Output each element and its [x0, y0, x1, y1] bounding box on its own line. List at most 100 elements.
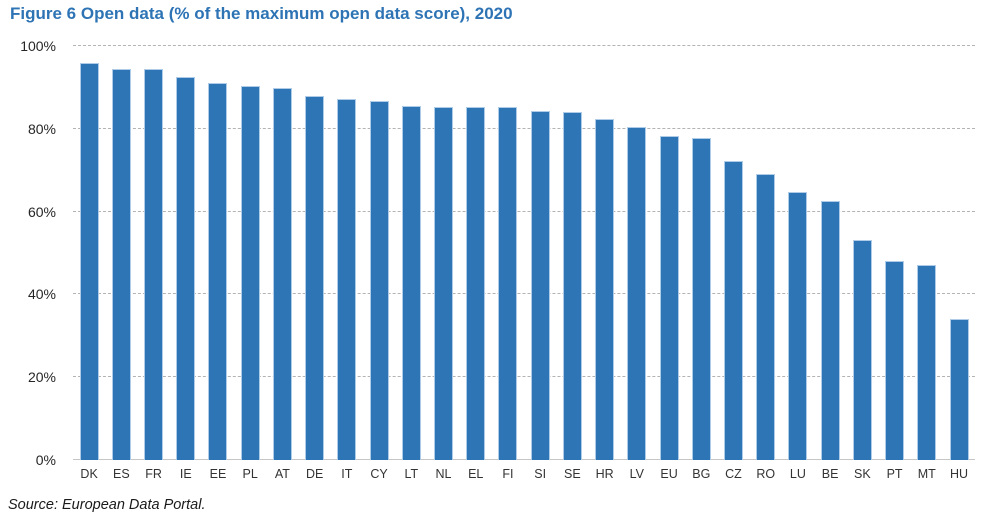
bar [208, 82, 228, 460]
bar-slot: IT [331, 46, 363, 481]
bar [176, 76, 196, 460]
x-axis-category-label: HU [949, 467, 969, 481]
y-axis-tick-label: 0% [35, 452, 56, 468]
bar-slot: DE [299, 46, 331, 481]
x-axis-category-label: FR [145, 467, 162, 481]
bar [498, 107, 518, 460]
x-axis-category-label: EU [660, 467, 678, 481]
bar [659, 136, 679, 460]
bar [949, 319, 969, 460]
bar-slot: LT [395, 46, 427, 481]
bar-slot: EL [460, 46, 492, 481]
y-axis-tick-label: 100% [20, 38, 56, 54]
x-axis-category-label: LT [404, 467, 419, 481]
source-note: Source: European Data Portal. [8, 497, 206, 513]
x-axis-category-label: LV [629, 467, 645, 481]
bar-slot: DK [73, 46, 105, 481]
bar-slot: HU [943, 46, 975, 481]
bar-slot: CZ [717, 46, 749, 481]
x-axis-category-label: BE [821, 467, 839, 481]
x-axis-category-label: PT [886, 467, 903, 481]
bar [562, 111, 582, 460]
x-axis-category-label: DE [305, 467, 324, 481]
gridline [73, 45, 975, 46]
x-axis-category-label: ES [112, 467, 130, 481]
bar-slot: SE [556, 46, 588, 481]
x-axis-line [73, 459, 975, 460]
bar-slot: FI [492, 46, 524, 481]
gridline [73, 293, 975, 295]
x-axis-category-label: MT [917, 467, 936, 481]
bar-slot: PL [234, 46, 266, 481]
x-axis-category-label: CY [370, 467, 388, 481]
bar-slot: EE [202, 46, 234, 481]
x-axis-category-label: SK [854, 467, 871, 481]
bar-slot: LV [621, 46, 653, 481]
gridline [73, 376, 975, 378]
bar [369, 101, 389, 460]
x-axis-category-label: SE [564, 467, 581, 481]
bar [144, 68, 164, 460]
bar [756, 173, 776, 460]
x-axis-category-label: FI [502, 467, 514, 481]
bar [530, 111, 550, 460]
bar-slot: SK [846, 46, 878, 481]
x-axis-category-label: IE [179, 467, 192, 481]
y-axis-tick-label: 40% [27, 286, 56, 303]
bar-slot: MT [911, 46, 943, 481]
y-axis-tick-label: 20% [27, 369, 56, 386]
bar [466, 107, 486, 460]
bar [240, 86, 260, 460]
bar [917, 265, 937, 460]
gridline [73, 210, 975, 212]
bar-slot: FR [137, 46, 169, 481]
bar-slot: LU [782, 46, 814, 481]
x-axis-category-label: NL [435, 467, 452, 481]
bar-slot: CY [363, 46, 395, 481]
bar-slot: EU [653, 46, 685, 481]
x-axis-category-label: AT [274, 467, 290, 481]
bar-slot: BG [685, 46, 717, 481]
x-axis-category-label: EE [209, 467, 227, 481]
y-axis-tick-label: 60% [27, 203, 56, 220]
bar [111, 68, 131, 460]
bar-slot: HR [589, 46, 621, 481]
x-axis-category-label: DK [80, 467, 98, 481]
gridline [73, 127, 975, 129]
x-axis-category-label: RO [756, 467, 776, 481]
x-axis-category-label: EL [468, 467, 484, 481]
bar-slot: ES [105, 46, 137, 481]
x-axis-category-label: BG [692, 467, 711, 481]
bar [401, 105, 421, 460]
bar [305, 95, 325, 460]
bar [820, 200, 840, 460]
bar [885, 261, 905, 460]
bar [723, 160, 743, 460]
x-axis-category-label: LU [789, 467, 806, 481]
bar [788, 191, 808, 460]
bars-container: DK ES FR IE EE PL AT DE IT CY LT NL EL FI SI SE HR LV EU BG… [73, 46, 975, 481]
bar [627, 126, 647, 460]
bar [79, 62, 99, 460]
bar-slot: PT [878, 46, 910, 481]
bar [852, 239, 872, 460]
bar-slot: AT [266, 46, 298, 481]
bar-slot: SI [524, 46, 556, 481]
x-axis-category-label: SI [534, 467, 547, 481]
bar [272, 88, 292, 460]
x-axis-category-label: CZ [725, 467, 742, 481]
bar-slot: IE [170, 46, 202, 481]
bar [595, 118, 615, 460]
bar [434, 106, 454, 460]
y-axis-tick-label: 80% [27, 120, 56, 137]
bar-slot: RO [750, 46, 782, 481]
chart-title: Figure 6 Open data (% of the maximum ope… [10, 4, 513, 23]
x-axis-category-label: IT [341, 467, 353, 481]
bar-slot: BE [814, 46, 846, 481]
x-axis-category-label: PL [242, 467, 258, 481]
bar [691, 138, 711, 460]
plot-area: DK ES FR IE EE PL AT DE IT CY LT NL EL FI SI SE HR LV EU BG… [73, 45, 975, 481]
bar [337, 99, 357, 460]
x-axis-category-label: HR [595, 467, 614, 481]
